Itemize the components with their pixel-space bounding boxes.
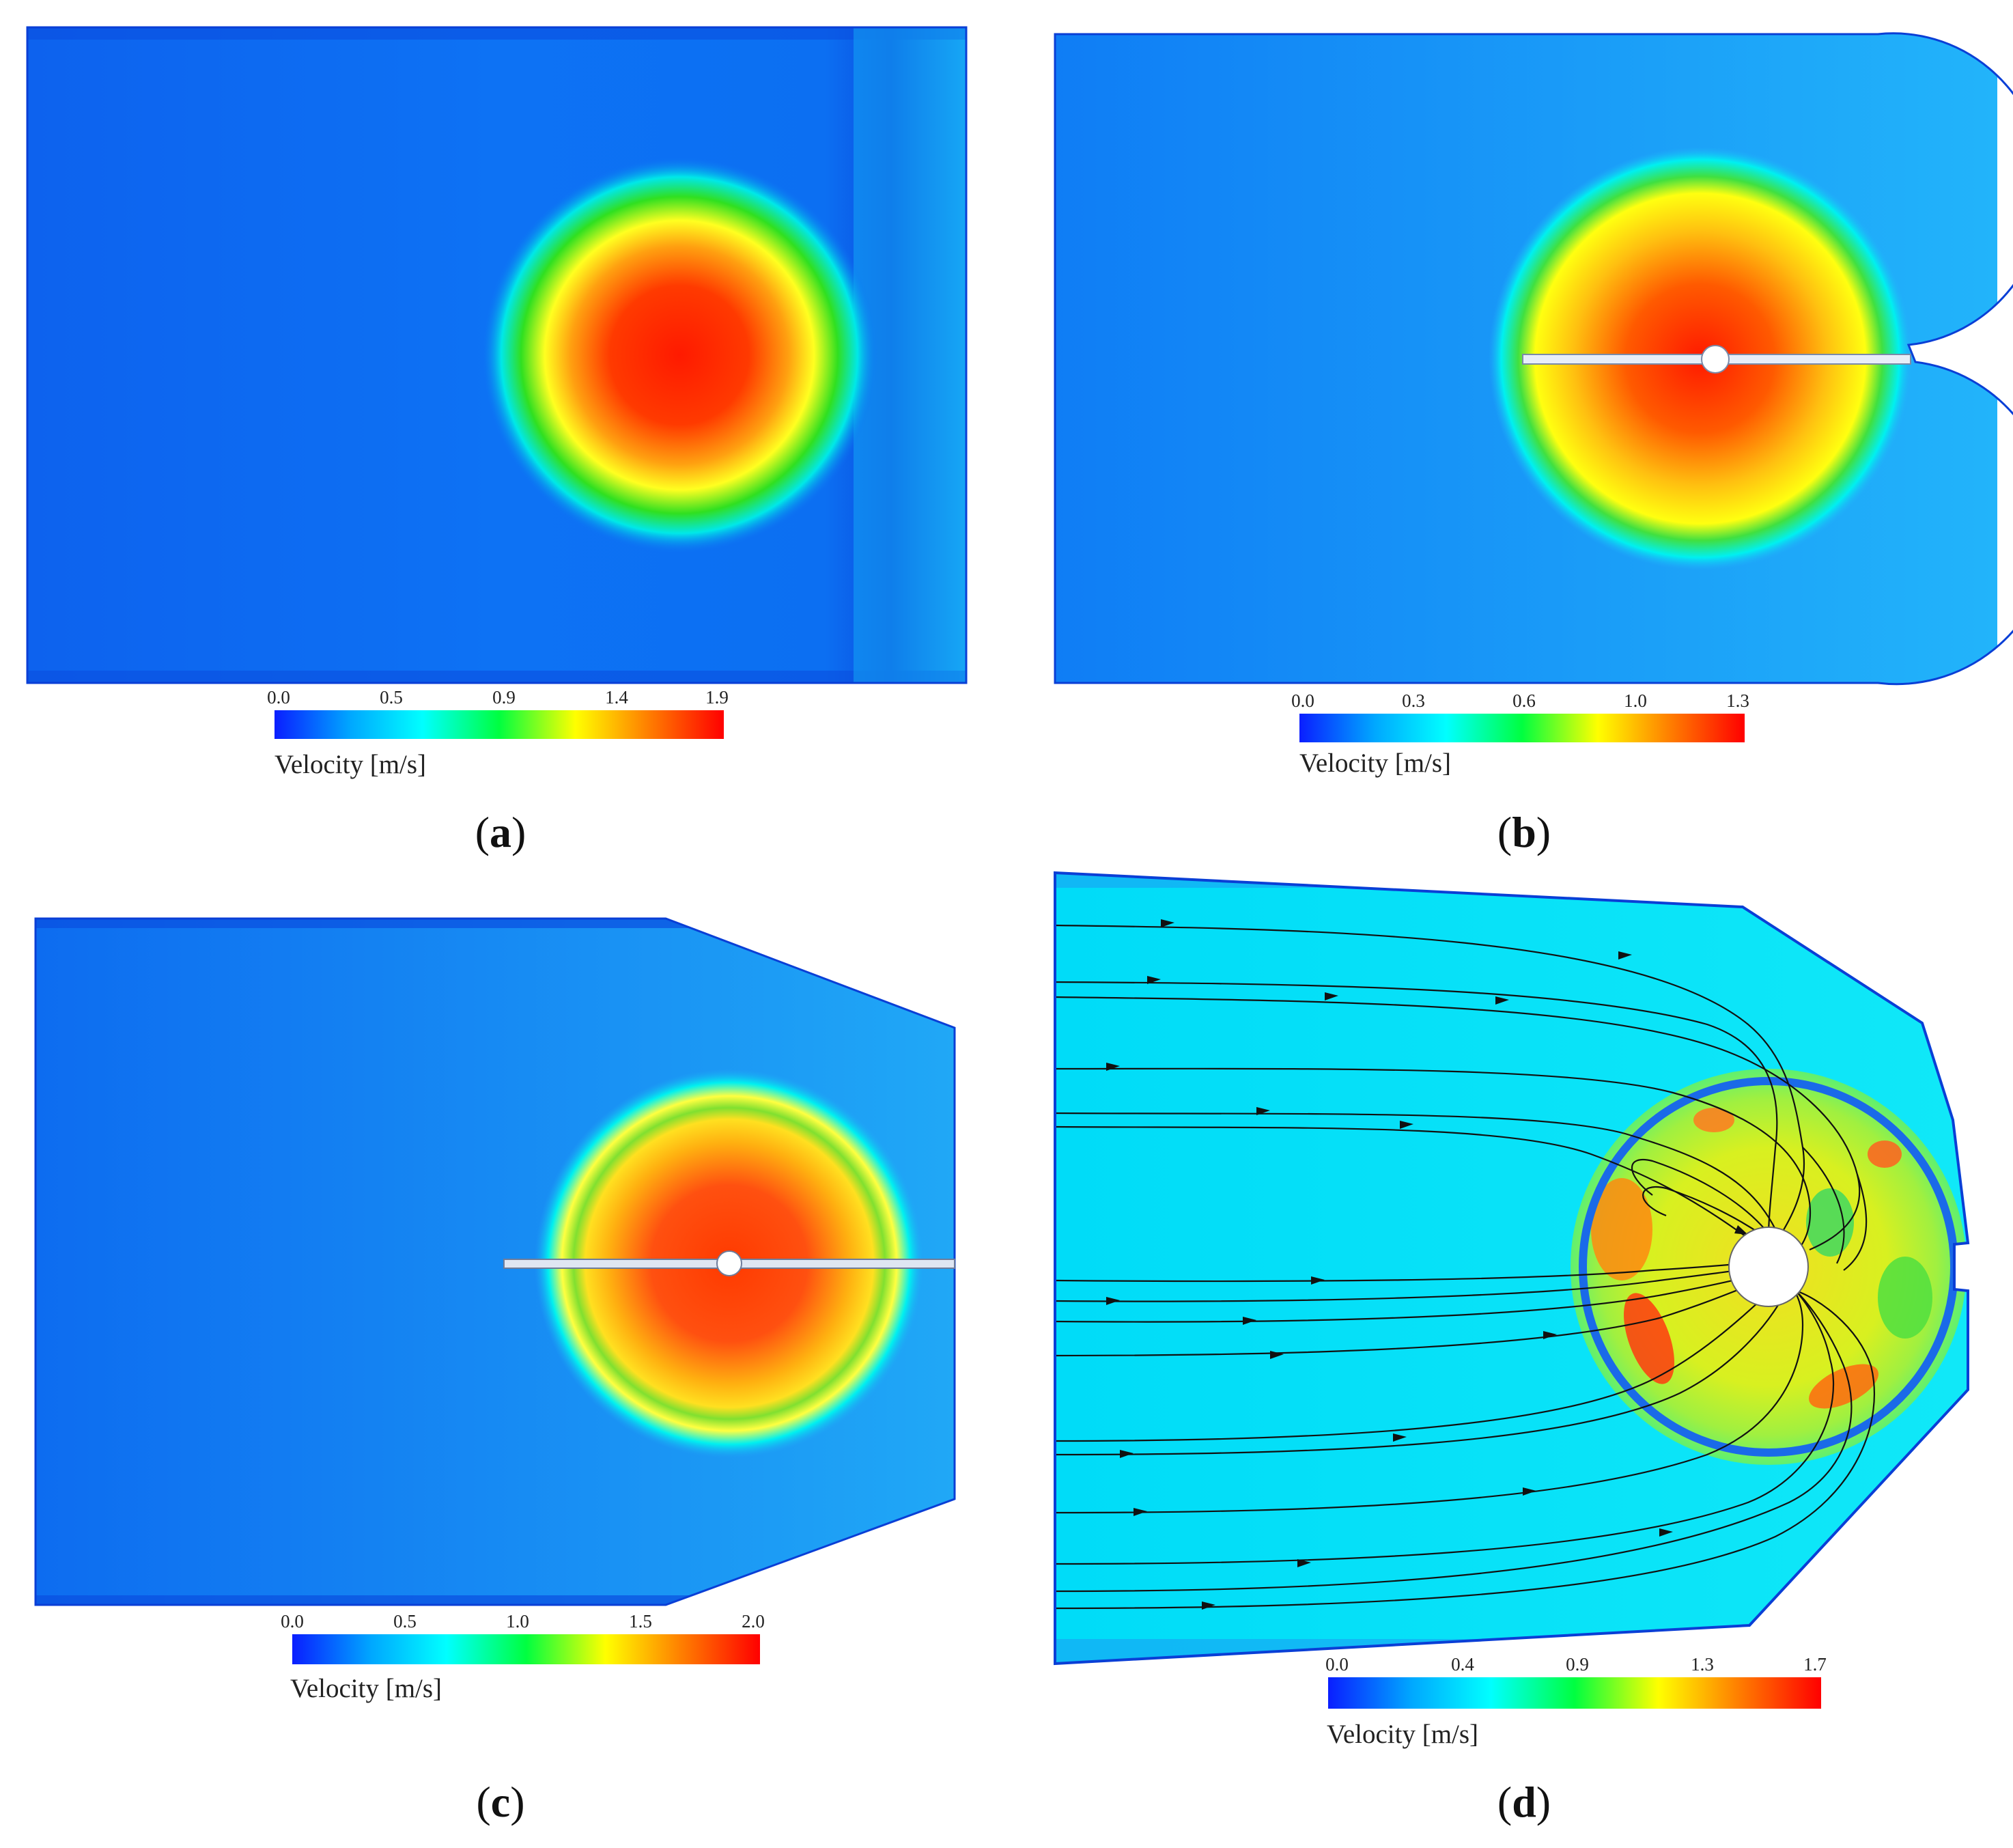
legend-b-tick-0: 0.0 [1291, 690, 1314, 711]
legend-d-tick-1: 0.4 [1451, 1654, 1474, 1675]
legend-b: 0.0 0.3 0.6 1.0 1.3 Velocity [m/s] [1291, 690, 1749, 778]
panel-a [26, 26, 968, 684]
panel-a-label: (a) [475, 808, 526, 856]
legend-a-title: Velocity [m/s] [274, 750, 426, 779]
panel-a-bottom-wall [27, 671, 966, 683]
legend-c-tick-4: 2.0 [742, 1611, 765, 1632]
legend-a-tick-2: 0.9 [492, 687, 516, 708]
legend-d-tick-2: 0.9 [1566, 1654, 1589, 1675]
panel-d-label: (d) [1497, 1778, 1551, 1826]
legend-a: 0.0 0.5 0.9 1.4 1.9 Velocity [m/s] [267, 687, 729, 779]
legend-d: 0.0 0.4 0.9 1.3 1.7 Velocity [m/s] [1325, 1654, 1827, 1749]
legend-c-tick-2: 1.0 [506, 1611, 529, 1632]
legend-c-tick-1: 0.5 [393, 1611, 417, 1632]
legend-c-tick-3: 1.5 [629, 1611, 652, 1632]
legend-c-colorbar [292, 1634, 760, 1664]
panel-b [1054, 32, 2013, 686]
legend-a-tick-4: 1.9 [705, 687, 729, 708]
legend-d-tick-4: 1.7 [1803, 1654, 1827, 1675]
panel-d [1054, 871, 1970, 1666]
legend-b-colorbar [1299, 714, 1745, 742]
panel-d-nozzle [1728, 1227, 1809, 1307]
legend-d-colorbar [1328, 1677, 1821, 1709]
panel-b-label: (b) [1497, 808, 1551, 856]
legend-d-title: Velocity [m/s] [1327, 1720, 1478, 1749]
panel-c [34, 917, 956, 1606]
legend-a-colorbar [274, 710, 724, 739]
legend-c-title: Velocity [m/s] [290, 1674, 442, 1703]
legend-b-title: Velocity [m/s] [1299, 748, 1451, 778]
panel-a-jet-core [481, 157, 877, 553]
panel-c-nozzle [716, 1250, 742, 1276]
legend-b-tick-3: 1.0 [1624, 690, 1647, 711]
legend-a-tick-1: 0.5 [380, 687, 403, 708]
panel-c-label: (c) [476, 1778, 524, 1826]
legend-c-tick-0: 0.0 [281, 1611, 304, 1632]
legend-b-tick-2: 0.6 [1512, 690, 1536, 711]
panel-d-hot-spots [1591, 1108, 1932, 1409]
legend-d-tick-0: 0.0 [1325, 1654, 1349, 1675]
legend-c: 0.0 0.5 1.0 1.5 2.0 Velocity [m/s] [281, 1611, 765, 1703]
panel-a-top-wall [27, 27, 966, 40]
legend-d-tick-3: 1.3 [1691, 1654, 1714, 1675]
legend-b-tick-4: 1.3 [1726, 690, 1749, 711]
panel-d-arrows [1106, 919, 1772, 1610]
legend-a-tick-3: 1.4 [605, 687, 628, 708]
legend-b-tick-1: 0.3 [1402, 690, 1425, 711]
panel-b-nozzle [1701, 345, 1730, 374]
legend-a-tick-0: 0.0 [267, 687, 290, 708]
